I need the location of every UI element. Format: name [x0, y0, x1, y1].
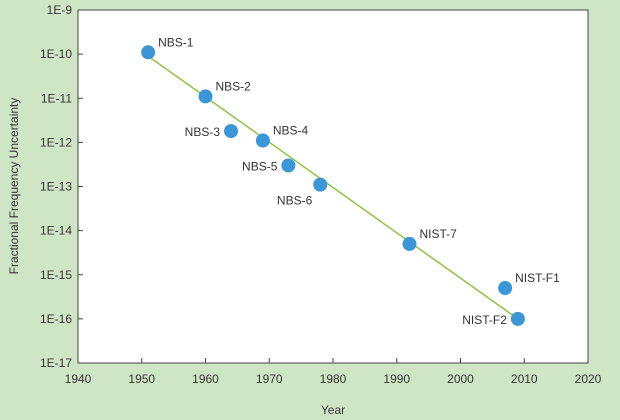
data-point-label: NIST-F1 [515, 271, 560, 285]
data-point-label: NBS-6 [277, 194, 313, 208]
data-point [402, 236, 417, 251]
data-point-label: NBS-1 [158, 35, 194, 49]
data-point-label: NIST-F2 [462, 313, 507, 327]
x-axis: 1940 1950 1960 1970 1980 1990 2000 2010 2020 [65, 358, 602, 386]
x-tick-label: 1980 [320, 372, 347, 386]
x-tick-label: 1960 [192, 372, 219, 386]
y-tick-label: 1E-17 [40, 356, 72, 370]
y-tick-label: 1E-13 [40, 180, 72, 194]
data-point [198, 89, 213, 104]
data-point [510, 311, 525, 326]
data-point [224, 124, 238, 139]
y-tick-label: 1E-9 [47, 3, 73, 17]
data-point [255, 133, 270, 148]
data-point-label: NBS-5 [242, 159, 278, 173]
y-axis: 1E-17 1E-16 1E-15 1E-14 1E-13 1E-12 1E-11 1E-10… [40, 3, 83, 370]
data-point-label: NBS-3 [185, 125, 221, 139]
x-tick-label: 2000 [447, 372, 474, 386]
data-point-label: NBS-2 [216, 79, 252, 93]
data-point [141, 45, 156, 60]
y-tick-label: 1E-11 [41, 91, 72, 105]
x-tick-label: 2010 [511, 372, 538, 386]
data-point-label: NBS-4 [273, 124, 309, 138]
data-point [498, 281, 513, 296]
data-point [281, 158, 296, 173]
x-tick-label: 1970 [256, 372, 283, 386]
x-tick-label: 1940 [65, 372, 92, 386]
y-tick-label: 1E-10 [40, 47, 72, 61]
y-tick-label: 1E-16 [40, 312, 72, 326]
y-axis-label: Fractional Frequency Uncertainty [7, 98, 21, 275]
y-tick-label: 1E-15 [40, 268, 72, 282]
data-point [313, 177, 328, 192]
x-tick-label: 1990 [383, 372, 410, 386]
data-points: NBS-1 NBS-2 NBS-3 NBS-4 NBS-5 NBS-6 NIST-7 NIST… [141, 35, 560, 327]
y-tick-label: 1E-14 [40, 224, 72, 238]
y-tick-label: 1E-12 [40, 135, 72, 149]
data-point-label: NIST-7 [420, 227, 458, 241]
x-axis-label: Year [321, 403, 345, 417]
x-tick-label: 2020 [575, 372, 602, 386]
x-tick-label: 1950 [128, 372, 155, 386]
plot-area [77, 9, 589, 364]
